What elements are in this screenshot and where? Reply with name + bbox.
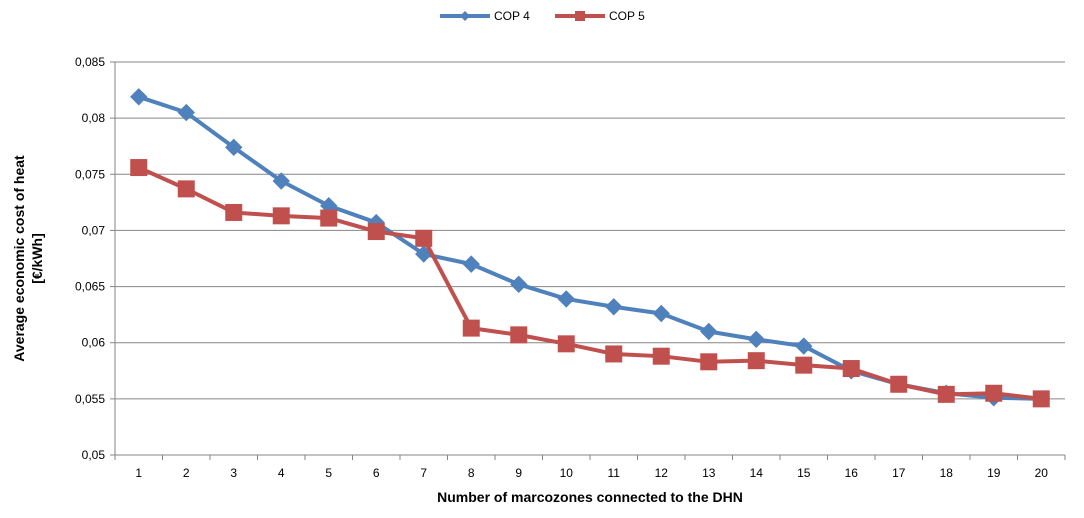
data-point	[367, 223, 385, 241]
data-point	[510, 326, 528, 344]
x-tick-label: 5	[325, 466, 332, 480]
y-tick-label: 0,055	[75, 392, 105, 406]
data-point	[985, 384, 1003, 402]
data-point	[747, 352, 765, 370]
x-tick-label: 1	[135, 466, 142, 480]
data-point	[842, 360, 860, 378]
data-point	[272, 172, 290, 190]
data-point	[320, 209, 338, 227]
x-tick-label: 18	[940, 466, 954, 480]
data-point	[1032, 390, 1050, 408]
legend-marker	[575, 11, 585, 21]
y-tick-label: 0,07	[82, 223, 106, 237]
data-point	[700, 353, 718, 371]
series-cop-5	[130, 159, 1050, 408]
y-tick-label: 0,08	[82, 111, 106, 125]
x-tick-label: 10	[560, 466, 574, 480]
data-point	[890, 375, 908, 393]
data-point	[225, 138, 243, 157]
x-axis-title: Number of marcozones connected to the DH…	[437, 489, 743, 505]
y-axis-title-line-2: [€/kWh]	[29, 233, 45, 284]
y-tick-label: 0,05	[82, 448, 106, 462]
legend-label: COP 5	[609, 9, 645, 23]
data-point	[130, 88, 148, 106]
y-tick-label: 0,06	[82, 336, 106, 350]
data-point	[605, 298, 623, 316]
legend: COP 4 COP 5	[440, 9, 645, 23]
x-tick-label: 8	[468, 466, 475, 480]
data-point	[937, 385, 955, 403]
data-point	[652, 347, 670, 365]
legend-label: COP 4	[494, 9, 530, 23]
legend-entry: COP 5	[555, 9, 645, 23]
legend-entry: COP 4	[440, 9, 530, 23]
series-group	[130, 88, 1050, 408]
data-point	[415, 229, 433, 247]
data-point	[225, 203, 243, 221]
data-point	[177, 180, 195, 198]
data-point	[272, 207, 290, 225]
data-point	[557, 335, 575, 353]
x-tick-label: 20	[1035, 466, 1049, 480]
series-line	[137, 165, 1042, 401]
x-tick-label: 13	[702, 466, 716, 480]
data-point	[795, 337, 813, 355]
x-tick-label: 15	[797, 466, 811, 480]
y-axis-title-line-1: Average economic cost of heat	[11, 155, 27, 362]
x-tick-label: 12	[655, 466, 669, 480]
data-point	[130, 159, 148, 177]
x-tick-label: 19	[987, 466, 1001, 480]
y-tick-labels: 0,05 0,055 0,06 0,065 0,07 0,075 0,08 0,085	[75, 55, 105, 462]
data-point	[462, 319, 480, 337]
data-point	[177, 103, 195, 122]
x-tick-label: 14	[750, 466, 764, 480]
axes	[110, 61, 1066, 460]
data-point	[510, 275, 528, 294]
series-cop-4	[130, 88, 1050, 408]
x-tick-label: 6	[373, 466, 380, 480]
y-tick-label: 0,065	[75, 280, 105, 294]
x-tick-label: 16	[845, 466, 859, 480]
x-tick-label: 7	[420, 466, 427, 480]
x-tick-label: 11	[608, 466, 621, 480]
x-tick-labels: 1 2 3 4 5 6 7 8 9 10 11 12 13 14 15 16 17 18 19 20	[135, 466, 1048, 480]
x-tick-label: 4	[278, 466, 285, 480]
data-point	[795, 356, 813, 374]
x-tick-label: 9	[515, 466, 522, 480]
x-tick-label: 17	[892, 466, 906, 480]
legend-marker	[460, 11, 470, 21]
y-tick-label: 0,085	[75, 55, 105, 69]
x-tick-label: 3	[230, 466, 237, 480]
data-point	[462, 255, 480, 273]
y-tick-label: 0,075	[75, 167, 105, 181]
series-line	[138, 94, 1042, 401]
data-point	[557, 290, 575, 308]
x-tick-label: 2	[183, 466, 190, 480]
data-point	[700, 322, 718, 341]
data-point	[652, 304, 670, 323]
data-point	[747, 330, 765, 349]
data-point	[605, 345, 623, 363]
